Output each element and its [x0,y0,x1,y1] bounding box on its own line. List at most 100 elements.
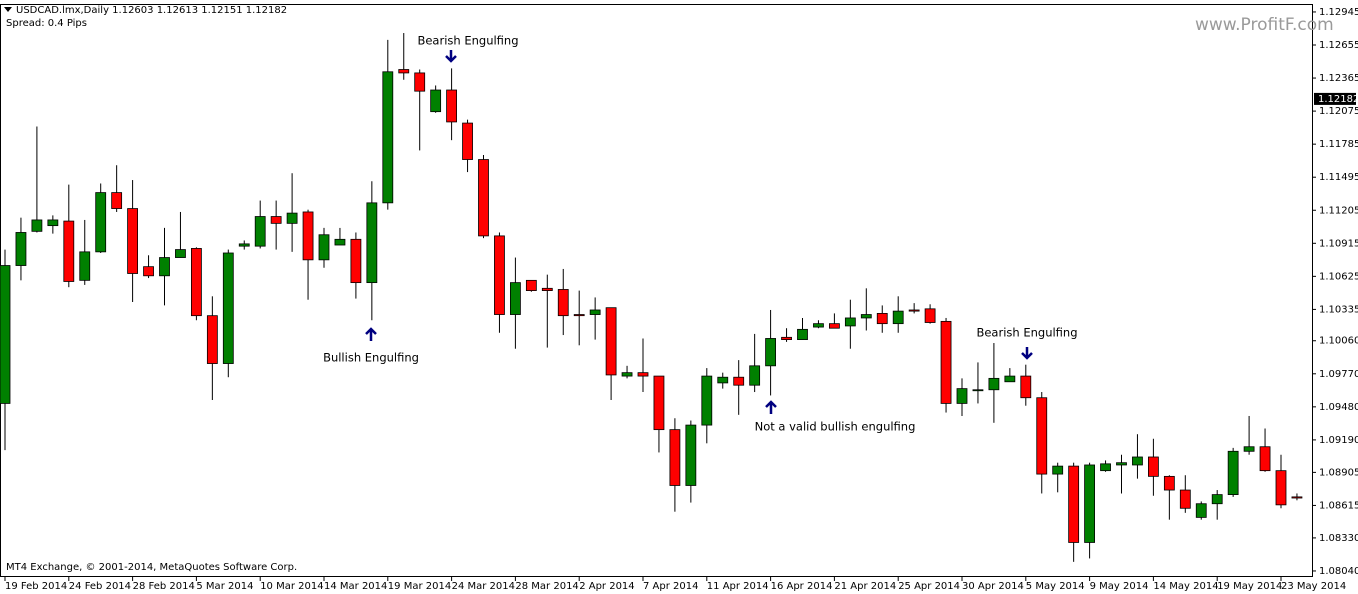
annotation: Bearish Engulfing [976,326,1077,340]
candle-body [605,307,617,376]
candle-body [1004,375,1016,383]
chart-title: USDCAD.lmx,Daily 1.12603 1.12613 1.12151… [16,5,287,16]
candle-body [462,122,473,160]
x-tick-label: 28 Mar 2014 [515,581,578,592]
footer: MT4 Exchange, © 2001-2014, MetaQuotes So… [6,562,297,573]
x-tick-label: 14 Mar 2014 [324,581,387,592]
candle-body [127,208,138,274]
candle-body [1195,503,1207,518]
x-tick-label: 19 Feb 2014 [5,581,67,592]
candle-body [382,71,394,204]
x-tick-label: 28 Feb 2014 [133,581,195,592]
candle-body [589,309,601,315]
current-price-label: 1.12182 [1318,94,1358,105]
candle-body [430,89,442,113]
candle-body [350,238,362,284]
y-tick-label: 1.12365 [1319,73,1358,84]
arrow-down [1021,347,1033,360]
candle-body [31,219,43,232]
candle-body [733,376,745,386]
candle-body [143,266,154,277]
y-tick-label: 1.10625 [1319,271,1358,282]
y-tick-label: 1.12945 [1319,7,1358,18]
candle-body [1052,465,1064,475]
x-tick-label: 2 Apr 2014 [579,581,634,592]
candle-body [1036,397,1048,475]
candle-body [494,235,505,315]
y-tick-label: 1.11495 [1319,172,1358,183]
candle-body [1068,465,1080,543]
arrows [365,50,1033,414]
candle-body [0,265,11,404]
candle-body [1163,475,1175,491]
y-tick-label: 1.09480 [1319,402,1358,413]
x-tick-label: 16 Apr 2014 [771,581,833,592]
candle-body [1084,464,1095,543]
candle-body [701,375,713,426]
x-tick-label: 24 Feb 2014 [69,581,131,592]
menu-triangle [4,7,12,12]
candle-body [621,372,633,377]
candle-body [1100,463,1111,472]
candle-body [541,287,553,292]
x-tick-label: 19 Mar 2014 [388,581,451,592]
candle-body [478,159,489,237]
y-tick-label: 1.08615 [1319,500,1358,511]
candle-body [972,389,984,392]
candle-body [829,323,840,329]
candle-body [924,308,936,323]
y-tick-label: 1.09770 [1319,369,1358,380]
y-tick-label: 1.12655 [1319,40,1358,51]
y-tick-label: 1.10915 [1319,238,1358,249]
candle-body [270,216,282,224]
candle-body [860,314,872,319]
candle-body [222,252,234,364]
candle-body [813,323,824,328]
candle-body [414,72,426,92]
candle-body [318,234,330,261]
candle-body [302,211,314,261]
candle-body [876,312,888,325]
annotation: Bearish Engulfing [417,34,518,48]
candle-body [844,317,856,327]
x-tick-label: 5 May 2014 [1026,581,1085,592]
y-tick-label: 1.08905 [1319,467,1358,478]
candle-body [95,192,107,253]
candle-body [765,338,776,367]
annotation: Bullish Engulfing [323,351,419,365]
candle-body [111,192,123,209]
candle-body [653,375,665,431]
x-tick-label: 11 Apr 2014 [707,581,769,592]
y-tick-label: 1.10060 [1319,336,1358,347]
watermark: www.ProfitF.com [1195,15,1334,35]
candle-body [79,251,91,281]
candle-body [749,365,761,386]
x-tick-label: 7 Apr 2014 [643,581,698,592]
candle-body [63,220,75,282]
candle-body [398,69,410,74]
candle-body [206,315,218,364]
candle-body [334,238,346,246]
annotation: Not a valid bullish engulfing [755,420,916,434]
candle-body [940,320,952,404]
candle-body [557,289,569,317]
candle-body [892,310,904,325]
candle-body [1020,375,1032,399]
x-tick-label: 25 Apr 2014 [898,581,960,592]
candle-body [509,282,521,315]
candle-body [47,219,59,227]
arrow-down [445,50,457,63]
candle-body [159,257,170,277]
candle-body [669,429,681,486]
y-tick-label: 1.08040 [1319,566,1358,577]
candle-body [573,314,585,317]
candle-body [1132,456,1143,466]
x-tick-label: 10 Mar 2014 [260,581,323,592]
candle-body [717,376,729,384]
x-tick-label: 21 Apr 2014 [834,581,896,592]
x-tick-label: 9 May 2014 [1090,581,1149,592]
candle-body [238,243,250,247]
candle-body [1291,496,1303,499]
candle-body [446,89,458,123]
